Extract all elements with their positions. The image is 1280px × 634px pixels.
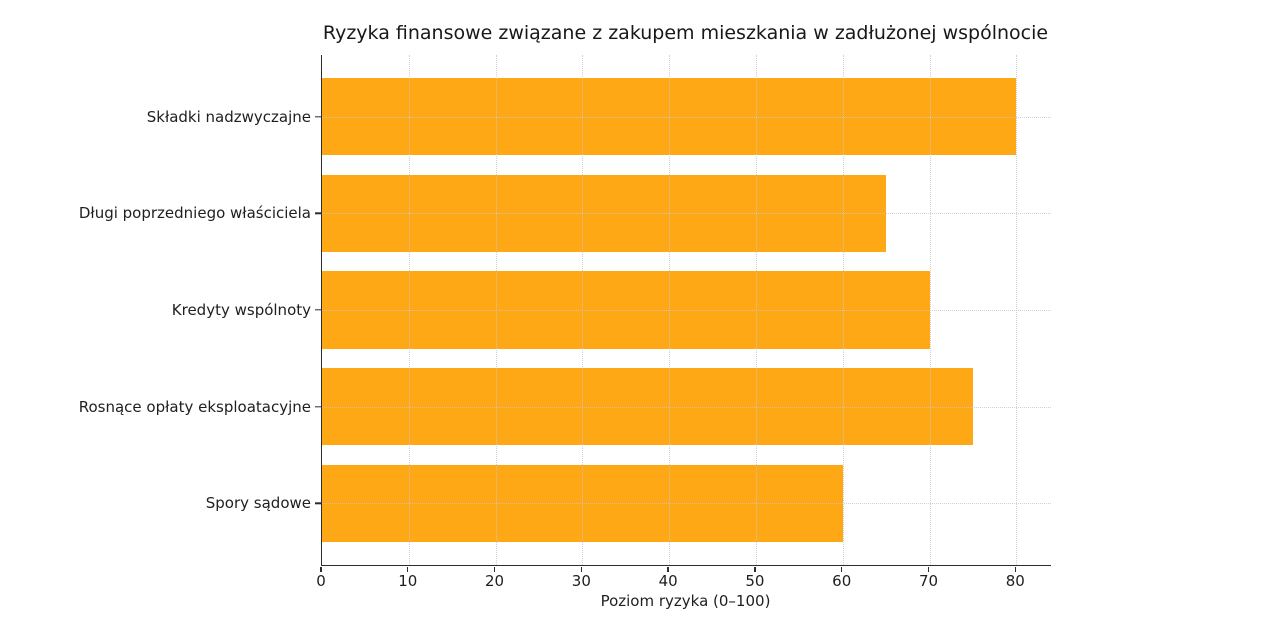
x-tick-label: 30 [571, 572, 591, 590]
x-tick-label: 70 [918, 572, 939, 590]
y-tick-mark [315, 502, 321, 504]
bar [322, 367, 973, 446]
x-tick-mark [667, 566, 669, 572]
bars-layer [322, 55, 1051, 565]
x-tick-label: 40 [658, 572, 678, 590]
x-tick-label: 80 [1005, 572, 1025, 590]
y-tick-label: Rosnące opłaty eksploatacyjne [78, 397, 311, 416]
y-tick-label: Spory sądowe [205, 494, 311, 513]
bar [322, 174, 887, 253]
x-tick-label: 50 [745, 572, 765, 590]
y-tick-label: Kredyty wspólnoty [171, 301, 311, 319]
x-tick-label: 10 [398, 572, 418, 590]
y-tick-label: Składki nadzwyczajne [146, 107, 311, 126]
plot-area [321, 55, 1051, 566]
x-tick-mark [927, 566, 930, 572]
x-tick-label: 0 [316, 572, 326, 590]
y-tick-mark [315, 116, 321, 118]
x-tick-mark [580, 566, 583, 572]
bar [322, 271, 930, 349]
chart-title: Ryzyka finansowe związane z zakupem mies… [322, 22, 1049, 44]
bar [322, 464, 843, 542]
y-tick-mark [315, 405, 321, 408]
x-tick-mark [1014, 566, 1016, 572]
x-tick-label: 20 [485, 572, 505, 590]
x-tick-mark [841, 566, 843, 572]
x-tick-label: 60 [832, 572, 852, 590]
x-axis-label: Poziom ryzyka (0–100) [600, 592, 771, 610]
x-tick-mark [407, 566, 409, 572]
bar [322, 78, 1017, 156]
x-tick-mark [754, 566, 756, 572]
y-tick-label: Długi poprzedniego właściciela [78, 204, 311, 223]
x-tick-mark [320, 566, 322, 572]
x-tick-mark [493, 566, 496, 572]
y-tick-mark [315, 212, 321, 215]
y-tick-mark [315, 309, 321, 311]
